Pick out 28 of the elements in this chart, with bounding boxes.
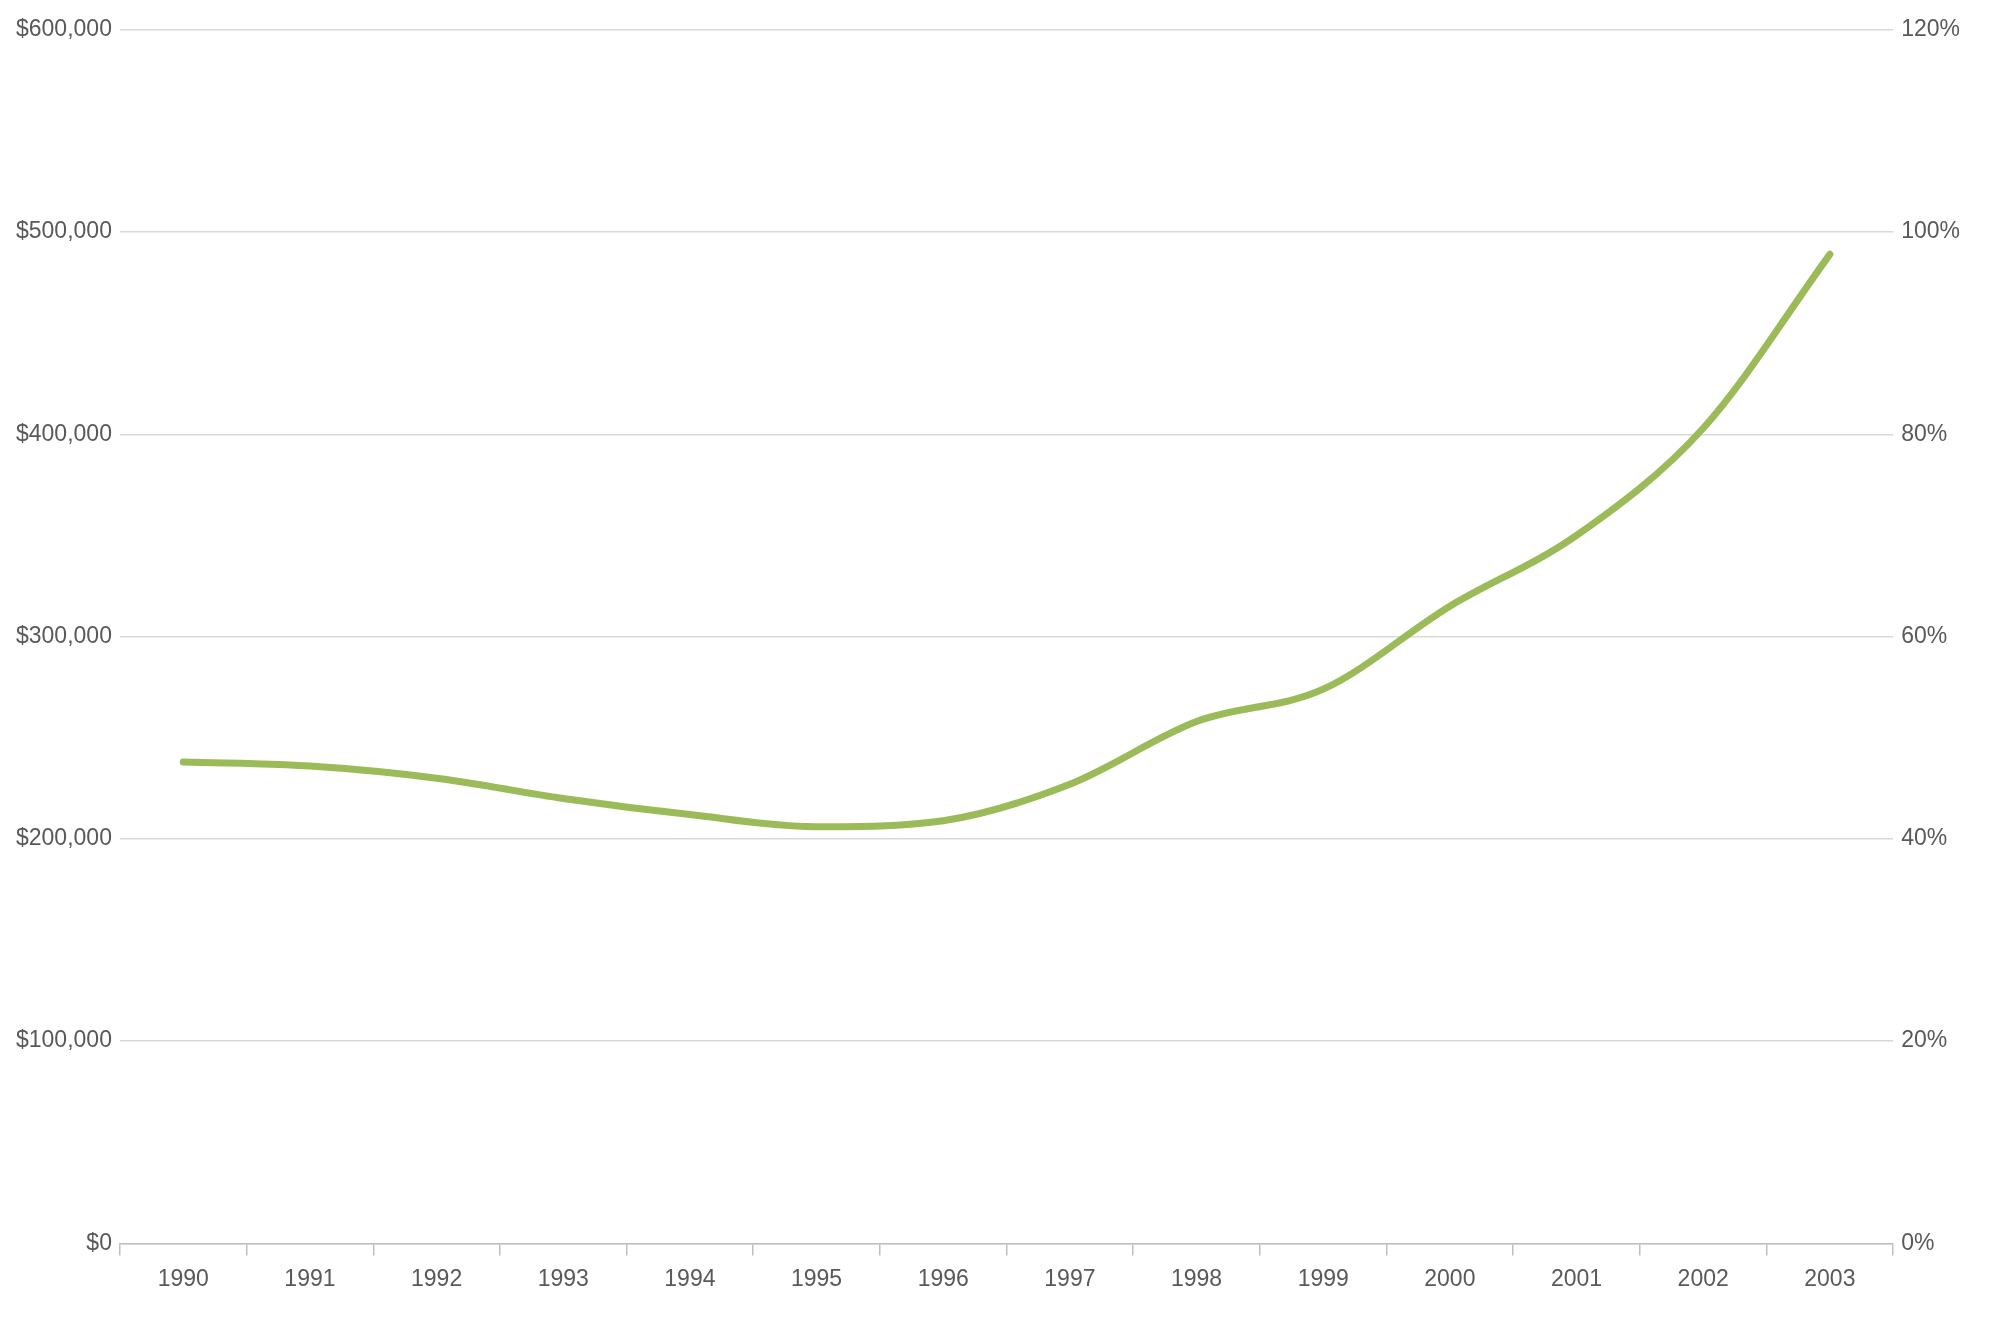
y-tick-label: $600,000 [15, 15, 112, 42]
x-tick-label: 2000 [1424, 1264, 1476, 1291]
y-tick-label: $400,000 [15, 419, 112, 446]
y2-tick-label: 60% [1901, 621, 1948, 648]
y2-tick-label: 120% [1901, 15, 1960, 42]
y2-tick-label: 20% [1901, 1026, 1948, 1053]
x-tick-label: 1991 [284, 1264, 336, 1291]
x-tick-label: 1997 [1044, 1264, 1096, 1291]
y-tick-label: $100,000 [15, 1026, 112, 1053]
x-tick-label: 2002 [1677, 1264, 1729, 1291]
x-tick-label: 1996 [917, 1264, 969, 1291]
x-tick-label: 2001 [1550, 1264, 1603, 1291]
y2-tick-label: 80% [1901, 419, 1948, 446]
x-tick-label: 1994 [664, 1264, 716, 1291]
y-tick-label: $300,000 [15, 621, 112, 648]
x-tick-label: 1992 [411, 1264, 463, 1291]
x-tick-label: 1990 [157, 1264, 209, 1291]
y2-tick-label: 100% [1901, 217, 1960, 244]
x-tick-label: 1998 [1170, 1264, 1223, 1291]
x-tick-label: 1999 [1297, 1264, 1349, 1291]
y2-tick-label: 0% [1901, 1228, 1935, 1255]
x-tick-label: 1995 [790, 1264, 843, 1291]
x-tick-label: 2003 [1804, 1264, 1856, 1291]
y-tick-label: $500,000 [15, 217, 112, 244]
y2-tick-label: 40% [1901, 824, 1948, 851]
y-tick-label: $0 [86, 1228, 112, 1255]
y-tick-label: $200,000 [15, 824, 112, 851]
x-tick-label: 1993 [537, 1264, 589, 1291]
